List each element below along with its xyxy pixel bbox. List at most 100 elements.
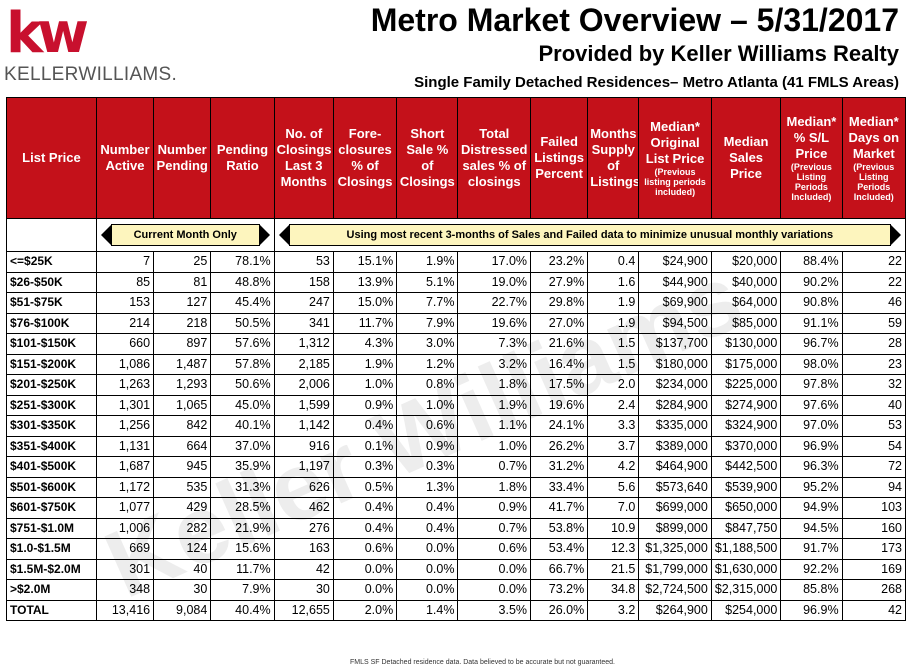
table-cell: 535	[153, 476, 212, 498]
table-cell: 1.0%	[332, 374, 398, 396]
table-cell: 1,293	[153, 374, 212, 396]
table-cell: 247	[273, 292, 334, 314]
table-cell: 23.2%	[530, 251, 589, 273]
price-range-cell: $151-$200K	[6, 353, 97, 375]
table-cell: $137,700	[638, 333, 712, 355]
table-cell: 78.1%	[210, 251, 275, 273]
table-cell: 103	[841, 497, 907, 519]
table-row: $501-$600K 1,172 535 31.3% 626 0.5% 1.3% 1.8% 33…	[6, 476, 907, 498]
table-cell: 11.7%	[210, 558, 275, 580]
table-cell: 21.6%	[530, 333, 589, 355]
table-row: $1.0-$1.5M 669 124 15.6% 163 0.6% 0.0% 0.6% 53.4…	[6, 538, 907, 560]
table-cell: 94.9%	[780, 497, 843, 519]
table-row: $101-$150K 660 897 57.6% 1,312 4.3% 3.0% 7.3% 21…	[6, 333, 907, 355]
table-cell: 3.2	[587, 599, 640, 621]
table-cell: 96.9%	[780, 435, 843, 457]
table-cell: 1,065	[153, 394, 212, 416]
table-cell: $650,000	[710, 497, 782, 519]
table-cell: 57.6%	[210, 333, 275, 355]
price-range-cell: $1.5M-$2.0M	[6, 558, 97, 580]
table-cell: 85	[95, 271, 155, 293]
price-range-cell: $1.0-$1.5M	[6, 538, 97, 560]
table-cell: 842	[153, 415, 212, 437]
table-cell: 88.4%	[780, 251, 843, 273]
table-cell: 19.6%	[457, 312, 532, 334]
table-cell: 0.0%	[396, 579, 459, 601]
table-cell: 1.9%	[396, 251, 459, 273]
column-header-label: List Price	[22, 150, 81, 165]
table-cell: 276	[273, 517, 334, 539]
table-row: $151-$200K 1,086 1,487 57.8% 2,185 1.9% 1.2% 3.…	[6, 353, 907, 375]
table-cell: 7.9%	[396, 312, 459, 334]
table-cell: 30	[273, 579, 334, 601]
table-cell: 98.0%	[780, 353, 843, 375]
table-cell: 19.6%	[530, 394, 589, 416]
table-cell: 0.4	[587, 251, 640, 273]
price-range-cell: $601-$750K	[6, 497, 97, 519]
table-row: $351-$400K 1,131 664 37.0% 916 0.1% 0.9% 1.0% 26…	[6, 435, 907, 457]
table-cell: 0.6%	[457, 538, 532, 560]
table-cell: 15.1%	[332, 251, 398, 273]
table-cell: $2,724,500	[638, 579, 712, 601]
table-row: $751-$1.0M 1,006 282 21.9% 276 0.4% 0.4% 0.7% 53…	[6, 517, 907, 539]
table-cell: 29.8%	[530, 292, 589, 314]
table-cell: 7.3%	[457, 333, 532, 355]
table-cell: 429	[153, 497, 212, 519]
table-cell: 218	[153, 312, 212, 334]
table-cell: 37.0%	[210, 435, 275, 457]
price-range-cell: $301-$350K	[6, 415, 97, 437]
table-cell: 45.4%	[210, 292, 275, 314]
table-cell: 0.0%	[457, 579, 532, 601]
table-cell: 1,487	[153, 353, 212, 375]
table-cell: 158	[273, 271, 334, 293]
table-cell: 462	[273, 497, 334, 519]
table-cell: 50.5%	[210, 312, 275, 334]
table-cell: 40	[841, 394, 907, 416]
current-month-arrow: Current Month Only	[100, 224, 270, 246]
table-cell: 5.1%	[396, 271, 459, 293]
table-cell: 4.2	[587, 456, 640, 478]
period-band-row: Current Month Only Using most recent 3-m…	[6, 218, 907, 252]
table-cell: 22	[841, 251, 907, 273]
table-cell: 26.0%	[530, 599, 589, 621]
table-cell: $254,000	[710, 599, 782, 621]
table-cell: 0.3%	[396, 456, 459, 478]
table-cell: 1.0%	[457, 435, 532, 457]
column-header: Median Sales Price	[710, 97, 782, 219]
table-cell: 28.5%	[210, 497, 275, 519]
table-cell: 34.8	[587, 579, 640, 601]
table-cell: $64,000	[710, 292, 782, 314]
price-range-cell: $51-$75K	[6, 292, 97, 314]
table-cell: $573,640	[638, 476, 712, 498]
table-cell: $464,900	[638, 456, 712, 478]
table-cell: 53	[273, 251, 334, 273]
price-range-cell: $251-$300K	[6, 394, 97, 416]
table-cell: 0.0%	[396, 558, 459, 580]
region-line: Single Family Detached Residences– Metro…	[414, 74, 899, 91]
table-cell: 72	[841, 456, 907, 478]
table-cell: 0.4%	[396, 517, 459, 539]
table-cell: 0.0%	[457, 558, 532, 580]
table-cell: 124	[153, 538, 212, 560]
table-cell: $20,000	[710, 251, 782, 273]
table-cell: 31.3%	[210, 476, 275, 498]
column-header: Fore-closures % of Closings	[332, 97, 398, 219]
table-cell: 0.4%	[332, 517, 398, 539]
column-header: No. of Closings Last 3 Months	[273, 97, 334, 219]
table-row: $1.5M-$2.0M 301 40 11.7% 42 0.0% 0.0% 0.0% 66.7%…	[6, 558, 907, 580]
table-cell: $24,900	[638, 251, 712, 273]
table-cell: 7	[95, 251, 155, 273]
table-cell: 35.9%	[210, 456, 275, 478]
table-cell: 48.8%	[210, 271, 275, 293]
table-cell: 30	[153, 579, 212, 601]
table-cell: 42	[841, 599, 907, 621]
table-cell: 10.9	[587, 517, 640, 539]
table-cell: $539,900	[710, 476, 782, 498]
table-cell: $274,900	[710, 394, 782, 416]
table-cell: 46	[841, 292, 907, 314]
table-cell: $40,000	[710, 271, 782, 293]
table-cell: 7.7%	[396, 292, 459, 314]
table-cell: 97.6%	[780, 394, 843, 416]
table-cell: 96.3%	[780, 456, 843, 478]
kw-logo-mark: kw	[6, 1, 89, 66]
